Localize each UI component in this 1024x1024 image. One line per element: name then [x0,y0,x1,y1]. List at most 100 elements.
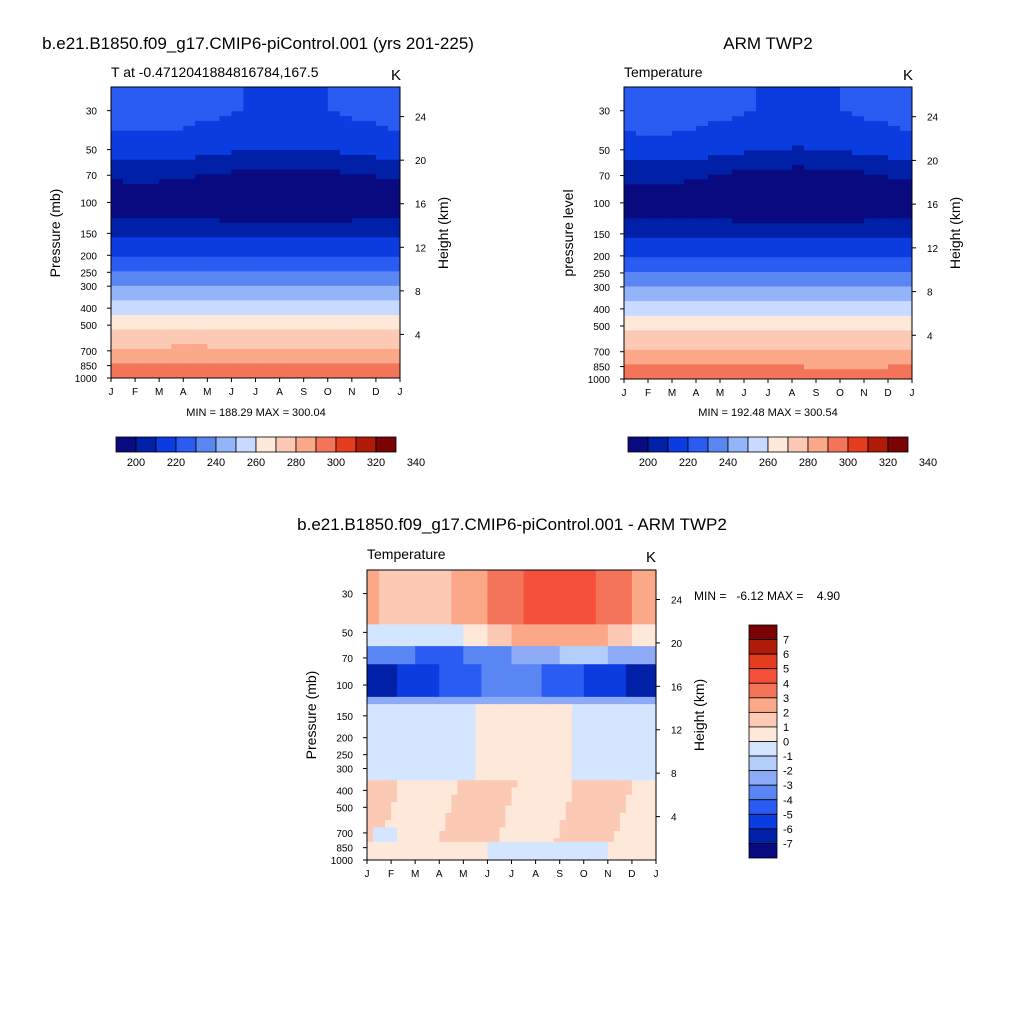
heatmap-cell [327,339,341,345]
heatmap-cell [529,638,537,644]
heatmap-cell [147,358,160,365]
heatmap-cell [303,135,317,141]
heatmap-cell [135,339,148,345]
heatmap-cell [303,256,317,263]
heatmap-cell [607,628,615,633]
heatmap-cell [900,116,912,122]
heatmap-cell [231,154,245,161]
heatmap-cell [499,675,507,680]
heatmap-cell [351,242,365,248]
heatmap-cell [487,707,495,712]
heatmap-cell [291,135,305,141]
heatmap-cell [780,354,793,361]
heatmap-cell [427,671,434,676]
heatmap-cell [900,184,912,190]
heatmap-cell [792,121,805,127]
heatmap-cell [439,570,446,575]
heatmap-cell [469,678,476,683]
heatmap-cell [607,667,615,673]
heatmap-cell [511,646,519,651]
heatmap-cell [147,242,160,248]
heatmap-cell [660,111,673,117]
heatmap-cell [387,242,400,248]
heatmap-cell [876,237,889,244]
heatmap-cell [571,649,579,654]
heatmap-cell [840,315,853,322]
heatmap-cell [171,373,184,378]
heatmap-cell [828,354,841,361]
heatmap-cell [427,682,434,687]
heatmap-cell [595,653,603,658]
heatmap-cell [415,704,422,709]
heatmap-cell [451,620,458,625]
heatmap-cell [415,682,422,687]
heatmap-cell [607,682,615,687]
heatmap-cell [463,675,470,680]
heatmap-cell [147,116,160,122]
heatmap-cell [147,120,160,127]
heatmap-cell [463,642,470,647]
heatmap-cell [303,358,317,365]
heatmap-cell [339,295,353,301]
heatmap-cell [463,649,470,654]
heatmap-cell [864,91,877,98]
heatmap-cell [636,359,649,365]
heatmap-cell [279,145,293,151]
heatmap-cell [135,271,148,277]
heatmap-cell [475,573,482,578]
heatmap-cell [135,145,148,151]
heatmap-cell [517,664,525,669]
heatmap-cell [231,353,245,360]
y-right-tick-label: 12 [927,244,939,255]
heatmap-cell [523,649,531,654]
heatmap-cell [493,675,501,680]
heatmap-cell [195,276,208,282]
heatmap-cell [529,657,537,662]
heatmap-cell [159,179,172,185]
heatmap-cell [577,696,585,702]
heatmap-cell [900,194,912,200]
heatmap-cell [816,145,829,151]
heatmap-cell [363,295,377,301]
heatmap-cell [816,237,829,244]
heatmap-cell [385,620,392,625]
heatmap-cell [744,169,757,176]
heatmap-cell [367,573,374,578]
heatmap-cell [553,642,561,647]
heatmap-cell [327,208,341,214]
heatmap-cell [303,169,317,175]
heatmap-cell [876,286,889,292]
heatmap-cell [207,135,220,141]
heatmap-cell [672,218,685,224]
heatmap-cell [367,638,374,644]
heatmap-cell [315,329,329,335]
heatmap-cell [888,330,901,336]
heatmap-cell [792,335,805,341]
heatmap-cell [619,711,627,716]
heatmap-cell [720,364,733,370]
heatmap-cell [876,267,889,273]
heatmap-cell [589,591,597,596]
heatmap-cell [451,700,458,705]
heatmap-cell [363,222,377,229]
heatmap-cell [780,286,793,292]
heatmap-cell [541,642,549,647]
heatmap-cell [123,111,136,117]
heatmap-cell [367,696,374,702]
heatmap-cell [840,344,853,351]
heatmap-cell [888,276,901,283]
heatmap-cell [123,184,136,190]
heatmap-cell [481,584,489,589]
heatmap-cell [339,232,353,238]
heatmap-cell [487,675,495,680]
heatmap-cell [219,217,233,224]
heatmap-cell [415,602,422,607]
heatmap-cell [696,364,709,370]
heatmap-cell [672,101,685,108]
heatmap-cell [780,335,793,341]
heatmap-cell [387,111,400,117]
heatmap-cell [828,116,841,122]
heatmap-cell [649,671,656,676]
heatmap-cell [804,223,817,229]
heatmap-cell [804,344,817,351]
